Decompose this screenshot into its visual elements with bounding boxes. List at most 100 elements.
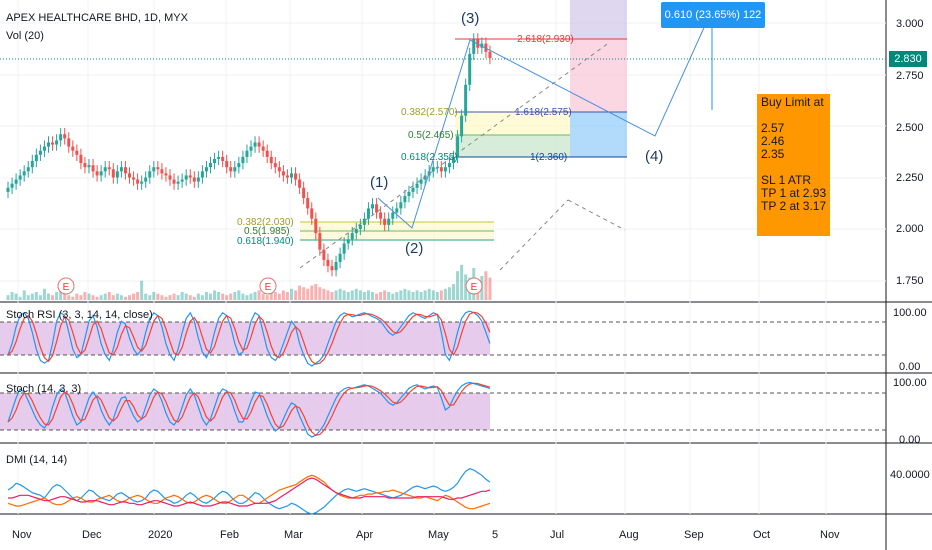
volume-bar	[172, 293, 176, 300]
volume-bar	[443, 288, 447, 300]
candle-body	[204, 167, 208, 172]
trade-note[interactable]: Buy Limit at 2.57 2.46 2.35 SL 1 ATR TP …	[757, 94, 830, 236]
volume-bar	[83, 292, 87, 300]
candle-body	[123, 167, 127, 174]
candle-body	[184, 175, 188, 180]
volume-bar	[257, 290, 261, 300]
price-tick: 2.500	[896, 122, 924, 134]
candle-body	[447, 163, 451, 168]
volume-bar	[423, 290, 427, 300]
stoch-rsi-d-line	[7, 311, 491, 365]
candle-body	[22, 171, 26, 176]
time-axis[interactable]: Nov Dec 2020 Feb Mar Apr May 5 Jul Aug S…	[12, 529, 840, 541]
volume-bar	[180, 292, 184, 300]
volume-bar	[164, 296, 168, 300]
volume-bar	[91, 295, 95, 300]
candle-body	[322, 249, 326, 260]
candle-body	[249, 146, 253, 151]
candle-body	[273, 163, 277, 168]
candle-body	[119, 167, 123, 172]
volume-bar	[95, 296, 99, 300]
candle-body	[10, 183, 14, 188]
candle-body	[269, 156, 273, 164]
time-label: Oct	[753, 529, 770, 541]
volume-bar	[107, 292, 111, 300]
indicator-lines	[7, 310, 491, 515]
stoch-tick-low: 0.00	[899, 434, 920, 446]
fib-upper-0382: 0.382(2.570)	[401, 107, 458, 118]
candle-body	[318, 233, 322, 250]
candle-body	[415, 183, 419, 188]
candle-body	[176, 181, 180, 184]
price-tick: 3.000	[896, 18, 924, 30]
volume-bar	[111, 295, 115, 300]
projection-label[interactable]: 0.610 (23.65%) 122	[661, 2, 765, 28]
candle-body	[237, 163, 241, 168]
volume-bar	[346, 292, 350, 300]
candle-body	[354, 229, 358, 234]
volume-bar	[435, 292, 439, 300]
fib-zone-lower	[300, 221, 494, 241]
candle-body	[140, 181, 144, 184]
candle-body	[164, 173, 168, 176]
volume-bar	[47, 293, 50, 300]
candle-body	[188, 175, 192, 178]
earnings-marker-icon[interactable]: E	[465, 277, 483, 295]
candle-body	[411, 187, 415, 192]
volume-bar	[160, 295, 164, 300]
candle-body	[439, 167, 443, 172]
candle-body	[362, 218, 366, 225]
candle-body	[91, 165, 95, 172]
note-tp2: TP 2 at 3.17	[761, 199, 827, 213]
stoch-rsi-legend[interactable]: Stoch RSI (3, 3, 14, 14, close)	[6, 309, 153, 321]
time-label: Sep	[684, 529, 704, 541]
stoch-legend[interactable]: Stoch (14, 3, 3)	[6, 383, 81, 395]
dmi-legend[interactable]: DMI (14, 14)	[6, 454, 67, 466]
candle-body	[423, 175, 427, 180]
volume-legend[interactable]: Vol (20)	[6, 30, 44, 42]
trend-channel	[299, 41, 626, 271]
candle-body	[75, 150, 79, 155]
fib-upper-0618: 0.618(2.355)	[401, 152, 458, 163]
stoch-rsi-tick-low: 0.00	[899, 361, 920, 373]
volume-bar	[168, 295, 172, 300]
volume-bar	[217, 292, 221, 300]
candle-body	[67, 138, 71, 147]
stoch-d-line	[7, 382, 491, 437]
volume-bar	[415, 290, 419, 300]
earnings-marker-icon[interactable]: E	[259, 277, 277, 295]
volume-bar	[439, 290, 443, 300]
volume-bar	[419, 292, 423, 300]
earnings-marker-icon[interactable]: E	[57, 277, 75, 295]
volume-bar	[22, 290, 26, 300]
candle-body	[213, 158, 217, 164]
wave-label-3: (3)	[461, 10, 479, 27]
volume-bar	[10, 292, 14, 300]
volume-bar	[302, 287, 306, 300]
volume-bar	[314, 284, 318, 300]
note-title: Buy Limit at	[761, 95, 824, 109]
candle-body	[99, 171, 103, 176]
price-axis[interactable]: 3.000 2.750 2.500 2.250 2.000 1.750 100.…	[890, 18, 930, 481]
symbol-title[interactable]: APEX HEALTHCARE BHD, 1D, MYX	[6, 12, 189, 24]
volume-bar	[285, 292, 289, 300]
volume-bar	[484, 271, 488, 300]
candle-body	[42, 146, 46, 151]
volume-bar	[452, 284, 455, 300]
candle-body	[221, 156, 225, 162]
candle-body	[253, 142, 257, 147]
time-label: May	[428, 529, 449, 541]
candle-body	[180, 179, 184, 182]
candle-body	[306, 198, 310, 209]
volume-bar	[391, 293, 395, 300]
volume-bar	[204, 292, 208, 300]
volume-bar	[237, 290, 241, 300]
candle-body	[38, 150, 42, 155]
volume-bar	[379, 292, 383, 300]
stoch-tick-high: 100.00	[893, 377, 927, 389]
wave-label-1: (1)	[370, 174, 388, 191]
volume-bar	[281, 290, 285, 300]
volume-bar	[358, 290, 362, 300]
